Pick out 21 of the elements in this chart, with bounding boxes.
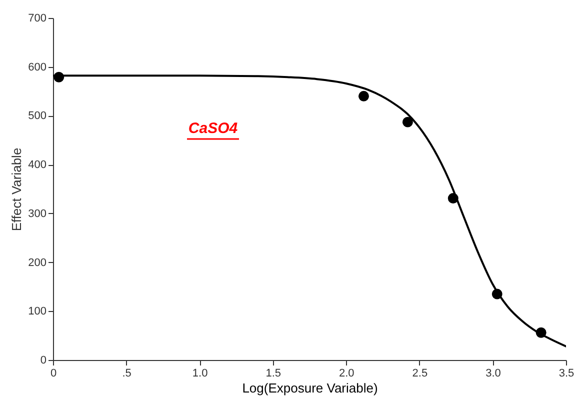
annotation: CaSO4 — [188, 120, 238, 137]
x-tick-label: 3.5 — [558, 368, 574, 380]
y-tick-label: 700 — [28, 12, 46, 24]
x-tick-label: .5 — [122, 368, 132, 380]
y-tick-label: 500 — [28, 110, 46, 122]
point — [358, 90, 369, 102]
x-tick-label: 1.0 — [192, 368, 208, 380]
y-tick-label: 600 — [28, 61, 46, 74]
x-tick-label: 2.0 — [338, 368, 354, 380]
y-axis-title: Effect Variable — [9, 148, 24, 232]
x-tick-label: 2.5 — [412, 368, 428, 380]
x-axis-title: Log(Exposure Variable) — [242, 380, 378, 396]
y-tick-label: 200 — [28, 256, 46, 269]
point — [402, 116, 413, 128]
y-tick-label: 300 — [28, 208, 46, 220]
y-tick-label: 0 — [40, 354, 46, 366]
y-tick-label: 400 — [28, 159, 46, 172]
x-tick-label: 0 — [50, 368, 57, 380]
y-tick-label: 100 — [28, 306, 46, 318]
x-tick-label: 1.5 — [266, 368, 282, 380]
x-tick-label: 3.0 — [486, 368, 501, 380]
